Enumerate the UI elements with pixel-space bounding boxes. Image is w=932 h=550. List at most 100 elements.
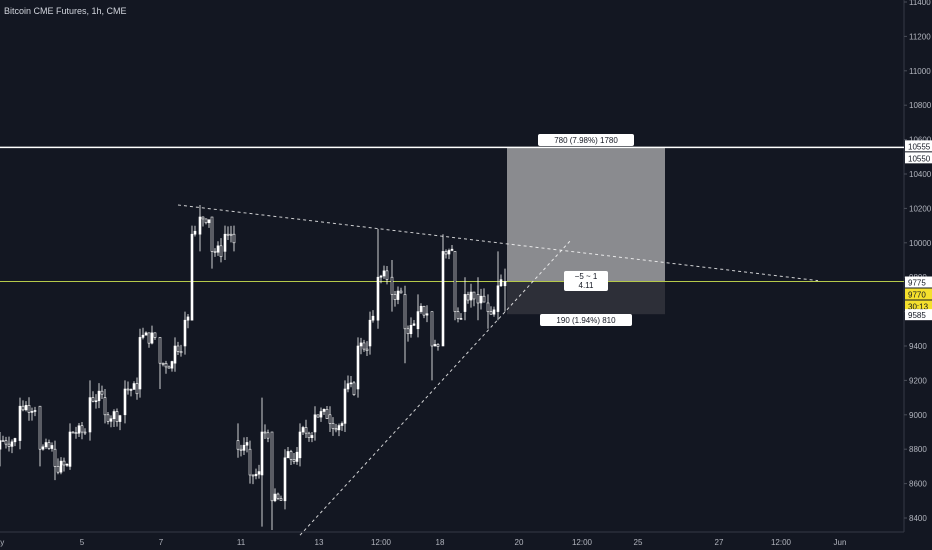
candle [135, 377, 139, 400]
price-axis-label: 9770 [905, 288, 932, 300]
time-tick-label: ay [0, 538, 4, 547]
price-tick-label: 9000 [909, 411, 927, 420]
price-axis-label-bg [905, 152, 932, 164]
candle-body [144, 332, 148, 336]
candle-body [138, 337, 142, 390]
candle [356, 337, 360, 398]
price-axis-label: 10550 [905, 152, 932, 164]
candle-body [167, 366, 171, 369]
candle-body [94, 400, 98, 403]
candle-body [409, 325, 413, 335]
candle [382, 265, 386, 279]
price-axis-label-bg [905, 276, 932, 288]
candle [469, 283, 473, 308]
candle [503, 268, 507, 312]
time-tick-label: 11 [237, 538, 246, 547]
candle [91, 391, 95, 403]
candle-body [292, 459, 296, 462]
candle-body [179, 351, 183, 354]
candle-body [444, 251, 448, 255]
stop-label: 190 (1.94%) 810 [540, 314, 632, 326]
candle [409, 317, 413, 338]
candle-body [135, 383, 139, 395]
candle-body [198, 216, 202, 235]
candle-body [456, 311, 460, 319]
stop-label-text: 190 (1.94%) 810 [556, 316, 616, 325]
candle [183, 311, 187, 355]
candle-body [433, 344, 437, 347]
candle [216, 241, 220, 256]
candle-body [213, 251, 217, 253]
price-axis-label-bg [905, 288, 932, 300]
candle-body [112, 411, 116, 420]
price-tick-label: 8600 [909, 480, 927, 489]
candle [242, 437, 246, 456]
candle [430, 311, 434, 381]
candle-body [245, 442, 249, 446]
candle [279, 495, 283, 501]
candle-body [50, 445, 54, 449]
candle-body [232, 233, 236, 244]
candle-body [190, 233, 194, 321]
candle-body [356, 345, 360, 390]
candle [123, 380, 127, 424]
candle-body [10, 441, 14, 447]
candle-body [27, 405, 31, 413]
candle-body [47, 442, 51, 449]
candle [193, 225, 197, 237]
price-tick-label: 10000 [909, 239, 932, 248]
candle-body [77, 425, 81, 434]
candle-body [56, 466, 60, 473]
candle [499, 274, 503, 288]
price-tick-label: 8800 [909, 445, 927, 454]
candle-body [164, 363, 168, 368]
candle [385, 266, 389, 285]
candle-body [132, 383, 136, 390]
candle [190, 225, 194, 321]
candle-body [30, 411, 34, 413]
candle-body [479, 295, 483, 304]
time-tick-label: Jun [834, 538, 847, 547]
time-tick-label: 18 [436, 538, 445, 547]
candle [245, 436, 249, 453]
candle-body [210, 216, 214, 252]
candle [62, 457, 66, 472]
candle-body [129, 389, 133, 391]
candle [479, 288, 483, 310]
candle-body [263, 431, 267, 434]
candle [118, 414, 122, 431]
candle-body [74, 432, 78, 434]
price-axis-label-text: 9770 [908, 291, 926, 300]
candle-body [204, 218, 208, 224]
candle [334, 423, 338, 433]
price-tick-label: 11000 [909, 67, 931, 76]
candle [441, 234, 445, 347]
price-axis-label-text: 9775 [908, 279, 926, 288]
price-tick-label: 10800 [909, 101, 932, 110]
time-tick-label: 12:00 [371, 538, 392, 547]
candle-body [150, 332, 154, 344]
candle [316, 414, 320, 418]
time-tick-label: 25 [634, 538, 643, 547]
candle [310, 431, 314, 443]
price-axis-label-text: 10555 [908, 142, 931, 151]
candle [4, 436, 8, 449]
candle-body [396, 290, 400, 300]
candle-body [371, 315, 375, 321]
stop-label-bg [540, 314, 632, 326]
candle-body [4, 440, 8, 445]
candle-body [270, 431, 274, 502]
candle-body [476, 294, 480, 304]
candle [10, 439, 14, 454]
candle [489, 306, 493, 315]
price-axis-label: 9775 [905, 276, 932, 288]
candle [176, 341, 180, 355]
candle-body [298, 431, 302, 459]
candle-body [310, 435, 314, 439]
candle [68, 423, 72, 470]
time-tick-label: 13 [315, 538, 324, 547]
candle [406, 325, 410, 342]
candle-body [393, 294, 397, 300]
candle-body [38, 405, 42, 450]
